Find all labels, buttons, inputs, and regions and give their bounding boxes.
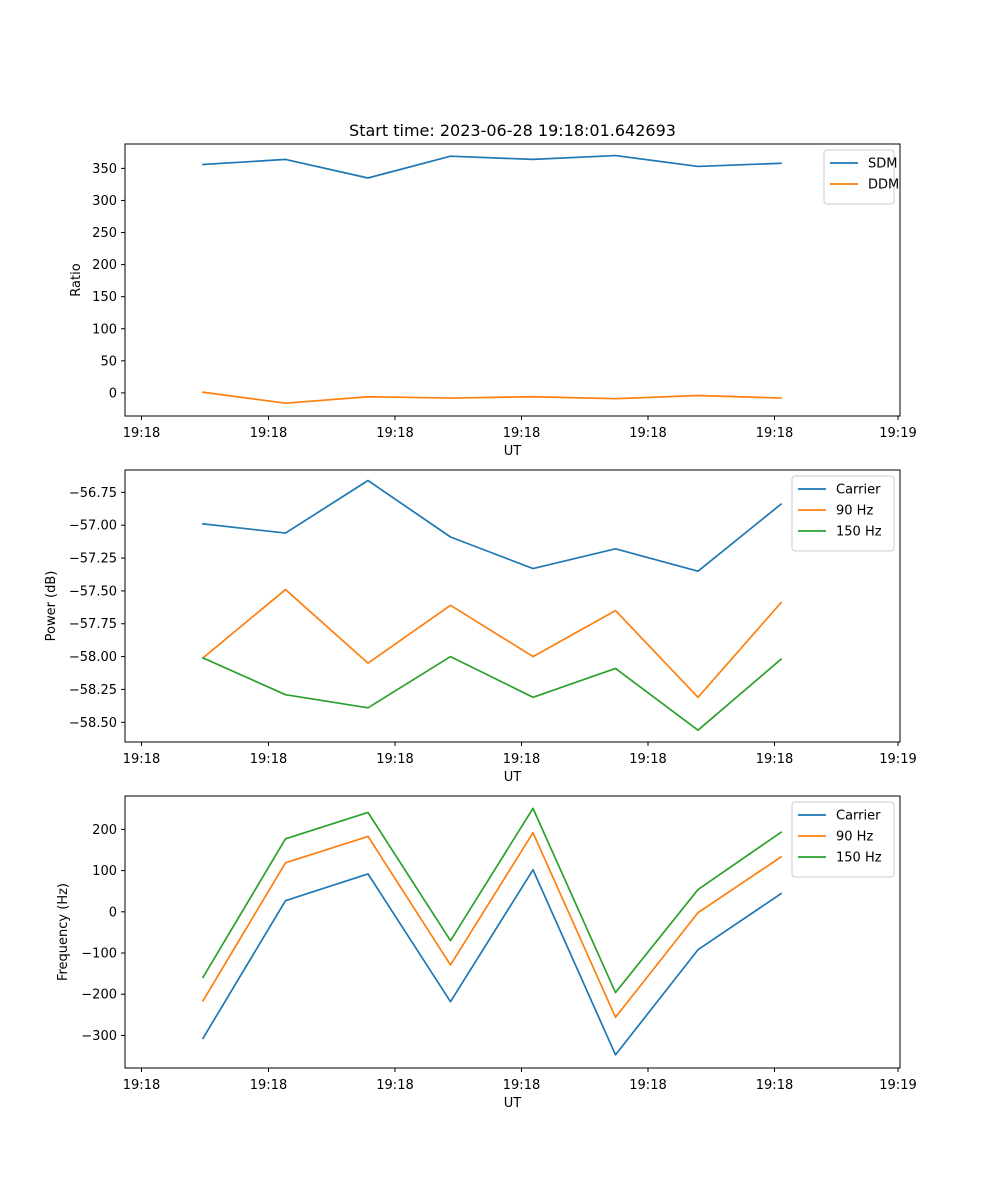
x-tick-label: 19:19 — [879, 752, 916, 767]
y-tick-label: 100 — [92, 322, 117, 337]
y-tick-label: −57.50 — [69, 584, 117, 599]
legend: Carrier 90 Hz 150 Hz — [791, 801, 895, 878]
x-axis-label: UT — [504, 1096, 522, 1111]
x-tick-label: 19:18 — [376, 1078, 413, 1093]
chart-panel-1: 19:18 19:18 19:18 19:18 19:18 19:18 19:19 0 50 10… — [69, 143, 917, 459]
charts: 19:18 19:18 19:18 19:18 19:18 19:18 19:19 0 50 10… — [44, 143, 917, 1111]
y-tick-label: −56.75 — [69, 486, 117, 501]
plot-area — [124, 143, 901, 417]
x-tick-label: 19:18 — [250, 1078, 287, 1093]
legend-entry-90-hz: 90 Hz — [836, 504, 873, 519]
y-tick-label: −57.25 — [69, 552, 117, 567]
x-tick-label: 19:18 — [250, 752, 287, 767]
y-axis-label: Ratio — [69, 263, 84, 296]
series-line-ddm — [202, 391, 782, 405]
chart-panel-2: 19:18 19:18 19:18 19:18 19:18 19:18 19:19 −58.5… — [44, 469, 917, 785]
legend: SDM DDM — [823, 149, 899, 205]
x-axis-label: UT — [504, 770, 522, 785]
series-line-150-hz — [201, 655, 783, 732]
legend-entry-90-hz: 90 Hz — [836, 830, 873, 845]
y-tick-label: 350 — [92, 162, 117, 177]
legend-box — [791, 801, 895, 878]
plot-area — [124, 795, 901, 1069]
x-tick-label: 19:19 — [879, 1078, 916, 1093]
y-tick-label: 250 — [92, 226, 117, 241]
x-tick-label: 19:18 — [123, 426, 160, 441]
series-line-90-hz — [201, 588, 783, 699]
x-tick-label: 19:18 — [376, 426, 413, 441]
y-tick-label: 200 — [92, 258, 117, 273]
series-line-sdm — [202, 154, 782, 179]
x-tick-label: 19:18 — [503, 426, 540, 441]
y-tick-label: 0 — [109, 386, 117, 401]
y-tick-label: −57.75 — [69, 617, 117, 632]
legend-box — [791, 475, 895, 552]
x-tick-label: 19:18 — [756, 1078, 793, 1093]
y-axis-label: Power (dB) — [44, 571, 59, 642]
x-tick-label: 19:19 — [879, 426, 916, 441]
y-tick-label: −200 — [81, 988, 117, 1003]
x-axis-label: UT — [504, 444, 522, 459]
series-line-150-hz — [201, 807, 783, 994]
y-tick-label: 150 — [92, 290, 117, 305]
y-tick-label: −57.00 — [69, 519, 117, 534]
x-tick-label: 19:18 — [629, 426, 666, 441]
legend-entry-150-hz: 150 Hz — [836, 851, 882, 866]
legend: Carrier 90 Hz 150 Hz — [791, 475, 895, 552]
y-tick-label: −58.25 — [69, 683, 117, 698]
legend-entry-carrier: Carrier — [836, 483, 881, 498]
y-tick-label: 50 — [100, 354, 117, 369]
x-tick-label: 19:18 — [503, 1078, 540, 1093]
x-tick-label: 19:18 — [756, 426, 793, 441]
y-tick-label: −58.00 — [69, 650, 117, 665]
y-tick-label: 200 — [92, 823, 117, 838]
x-tick-label: 19:18 — [629, 752, 666, 767]
x-tick-label: 19:18 — [756, 752, 793, 767]
x-tick-label: 19:18 — [123, 752, 160, 767]
legend-entry-carrier: Carrier — [836, 809, 881, 824]
series-line-90-hz — [201, 831, 783, 1019]
y-axis-label: Frequency (Hz) — [56, 883, 71, 981]
legend-entry-ddm: DDM — [868, 178, 899, 193]
legend-entry-150-hz: 150 Hz — [836, 525, 882, 540]
x-tick-label: 19:18 — [123, 1078, 160, 1093]
x-tick-label: 19:18 — [629, 1078, 666, 1093]
y-tick-label: −100 — [81, 947, 117, 962]
y-tick-label: 300 — [92, 194, 117, 209]
legend-entry-sdm: SDM — [868, 157, 897, 172]
chart-panel-3: 19:18 19:18 19:18 19:18 19:18 19:18 19:19 −300 −… — [56, 795, 917, 1111]
y-tick-label: −58.50 — [69, 716, 117, 731]
figure-title: Start time: 2023-06-28 19:18:01.642693 — [349, 121, 676, 140]
plot-area — [124, 469, 901, 743]
y-tick-label: 0 — [109, 905, 117, 920]
y-tick-label: −300 — [81, 1029, 117, 1044]
x-tick-label: 19:18 — [503, 752, 540, 767]
series-line-carrier — [201, 868, 783, 1056]
y-tick-label: 100 — [92, 864, 117, 879]
x-tick-label: 19:18 — [376, 752, 413, 767]
x-tick-label: 19:18 — [250, 426, 287, 441]
series-line-carrier — [202, 479, 783, 573]
